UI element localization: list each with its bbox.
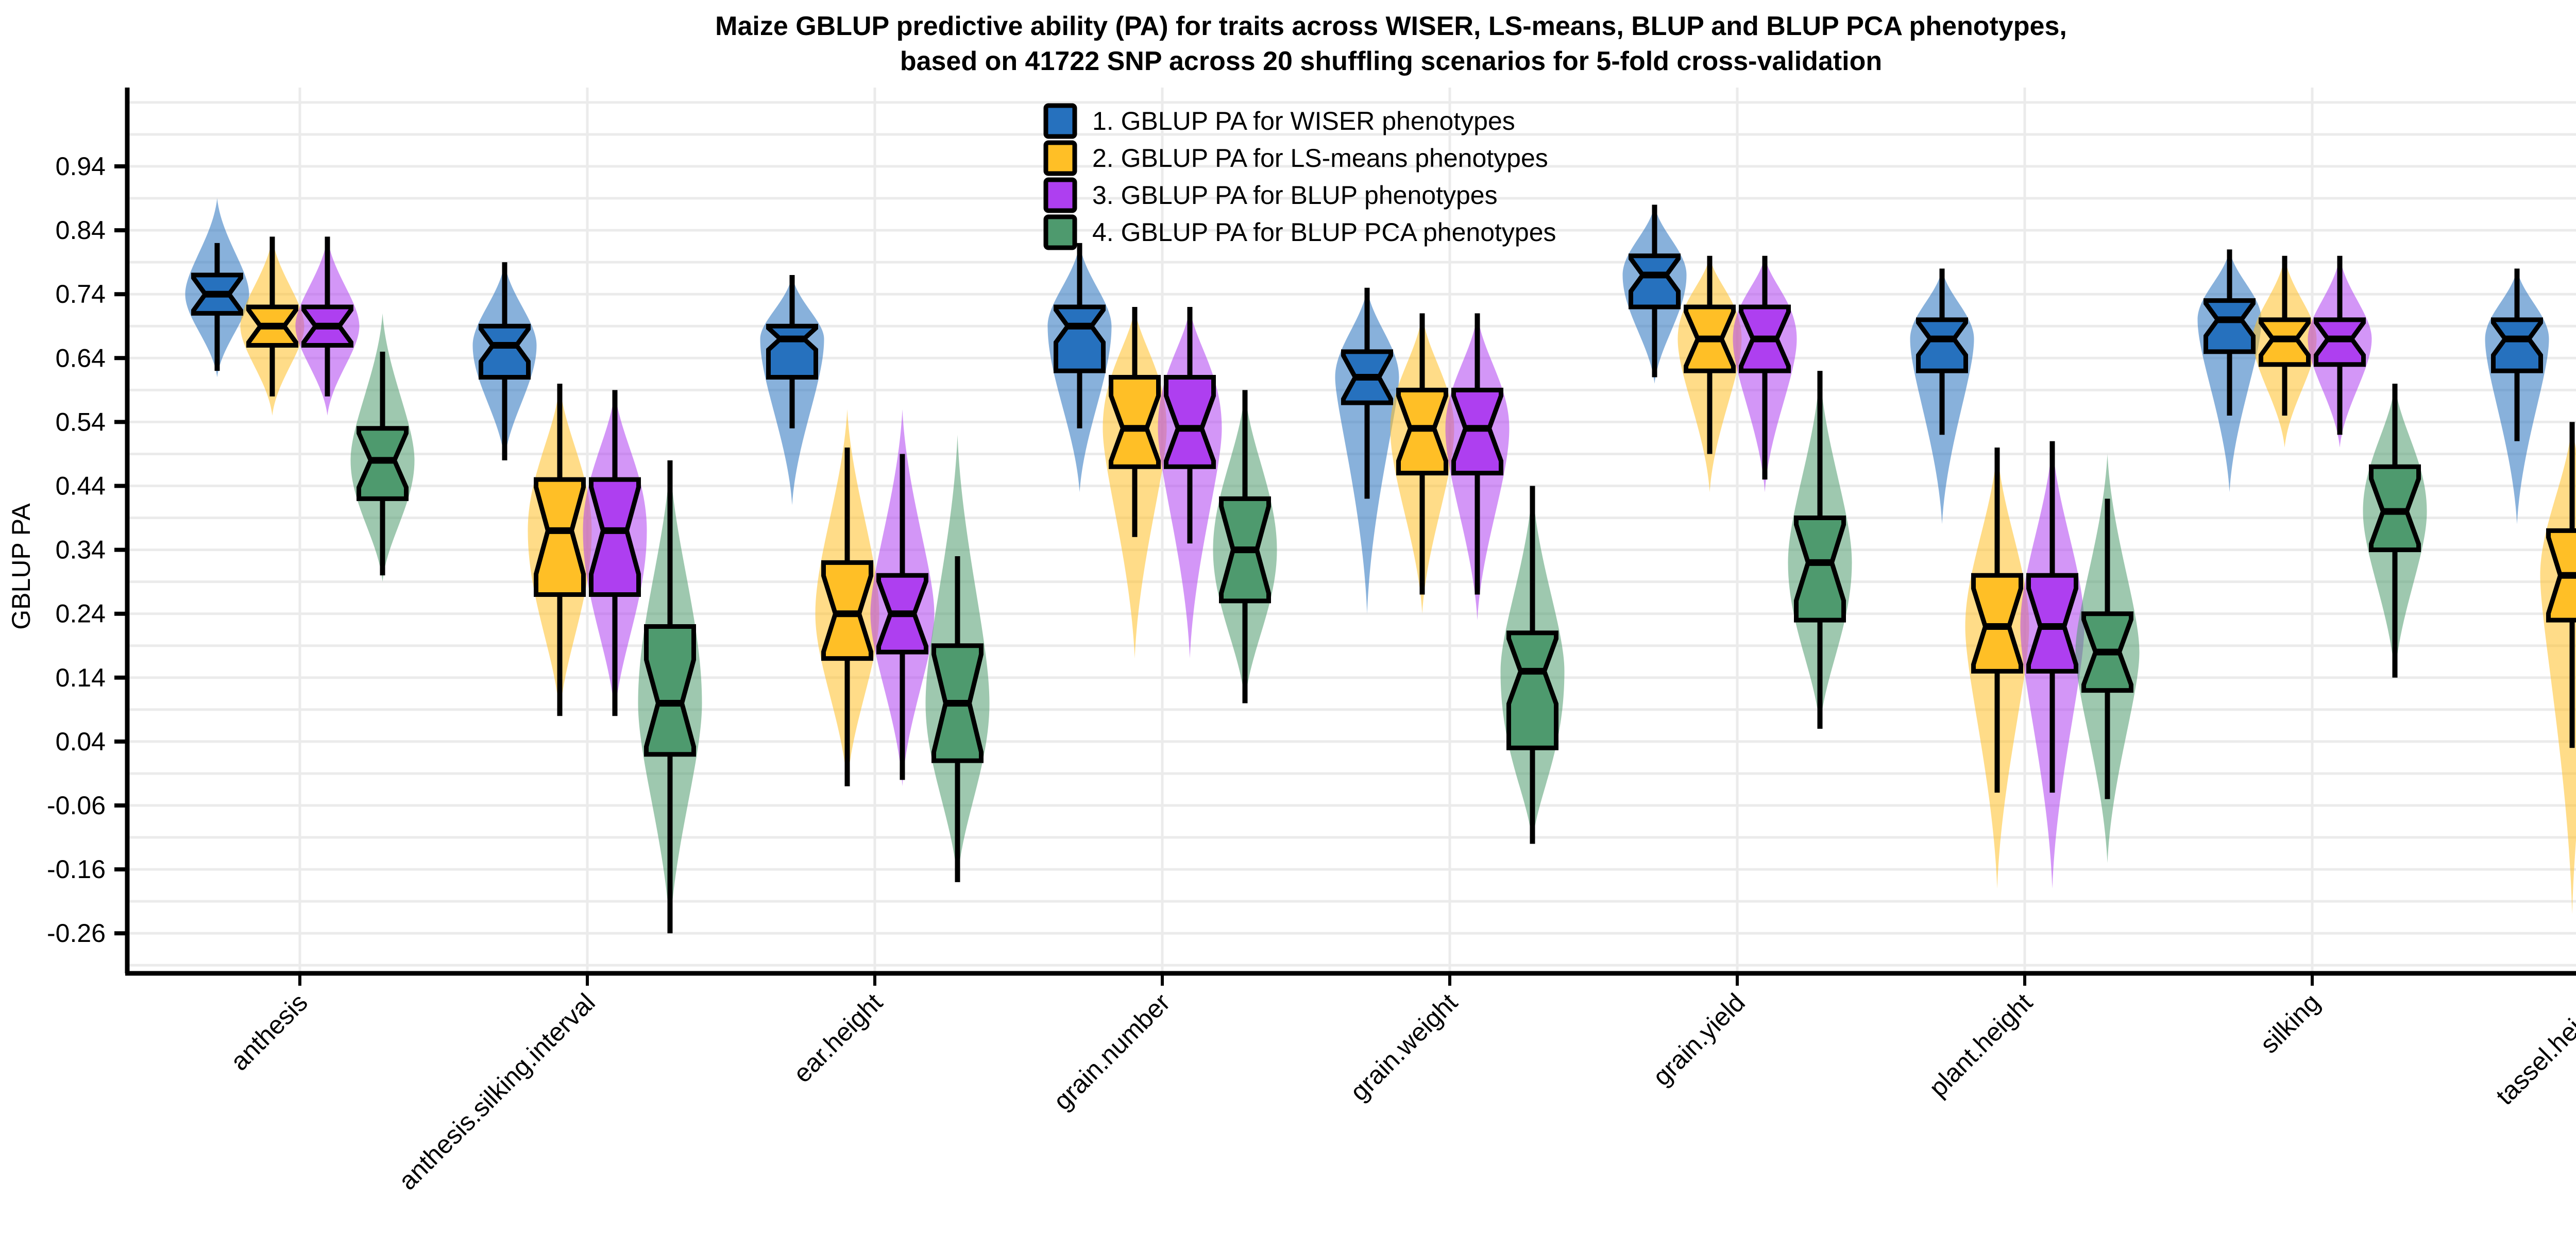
legend-swatch (1043, 214, 1077, 250)
box (1109, 375, 1161, 469)
y-tick-label: 0.44 (56, 472, 106, 501)
legend-label: 3. GBLUP PA for BLUP phenotypes (1092, 181, 1498, 210)
y-tick-label: 0.14 (56, 663, 106, 692)
box (766, 323, 818, 380)
legend-swatch (1043, 140, 1077, 176)
box (1794, 516, 1846, 623)
axes (125, 88, 2576, 976)
y-tick-label: 0.64 (56, 344, 106, 372)
box (2204, 298, 2256, 354)
chart-subtitle: based on 41722 SNP across 20 shuffling s… (900, 46, 1882, 76)
legend-swatch (1043, 177, 1077, 213)
box (1506, 630, 1558, 750)
y-tick-label: 0.04 (56, 727, 106, 756)
legend-label: 1. GBLUP PA for WISER phenotypes (1092, 107, 1515, 135)
y-tick-label: 0.84 (56, 216, 106, 245)
y-tick-label: -0.16 (47, 855, 106, 884)
box (1164, 375, 1216, 469)
legend-label: 2. GBLUP PA for LS-means phenotypes (1092, 144, 1548, 173)
chart-title: Maize GBLUP predictive ability (PA) for … (715, 11, 2067, 41)
y-tick-label: 0.94 (56, 152, 106, 181)
box (1054, 304, 1106, 373)
box (2491, 317, 2543, 373)
legend-label: 4. GBLUP PA for BLUP PCA phenotypes (1092, 218, 1556, 247)
box (1629, 253, 1681, 310)
y-tick-label: 0.34 (56, 536, 106, 564)
legend-swatch (1043, 103, 1077, 139)
y-tick-label: -0.06 (47, 791, 106, 820)
y-tick-label: 0.74 (56, 280, 106, 308)
y-tick-label: -0.26 (47, 919, 106, 948)
y-tick-label: 0.24 (56, 599, 106, 628)
box (589, 477, 641, 597)
y-ticks: 0.94 0.84 0.74 0.64 0.54 0.44 0.34 0.24 0.14 0.04… (47, 152, 127, 948)
boxplots (191, 204, 2576, 934)
y-axis-title: GBLUP PA (7, 503, 36, 630)
box (479, 323, 531, 380)
box (644, 624, 696, 757)
box (1916, 317, 1968, 373)
y-tick-label: 0.54 (56, 407, 106, 436)
box (534, 477, 586, 597)
legend: 1. GBLUP PA for WISER phenotypes 2. GBLUP… (1043, 103, 1556, 250)
